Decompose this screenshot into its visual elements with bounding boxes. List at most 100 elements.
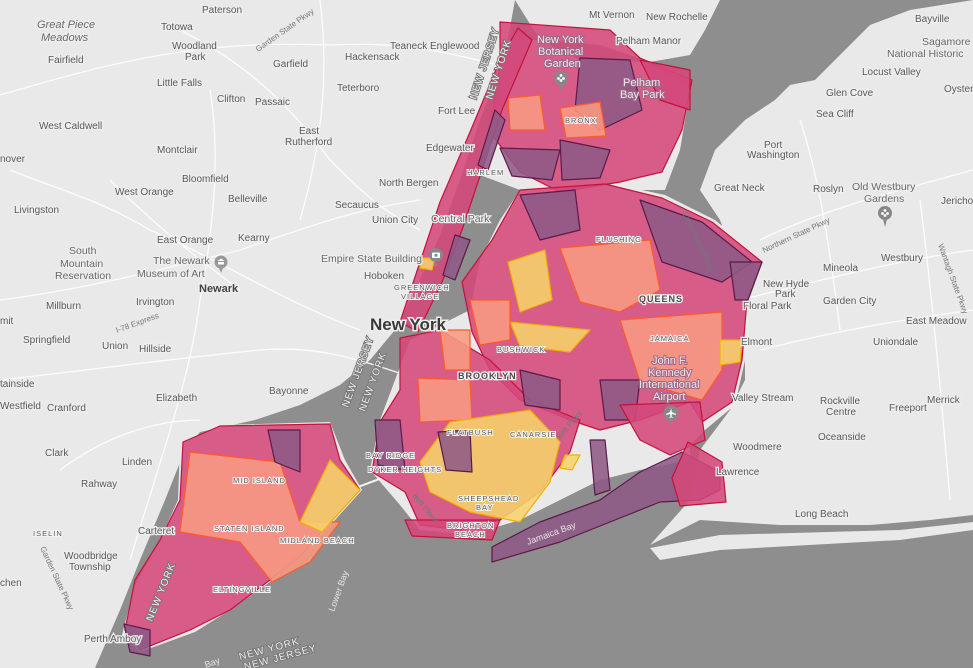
camera-icon[interactable]: [429, 248, 443, 266]
choropleth-layer: [123, 21, 763, 657]
district-brooklyn-east[interactable]: [519, 369, 561, 411]
district-queens-yellow-2[interactable]: [509, 321, 591, 353]
label-westbury: Westbury: [881, 253, 923, 264]
label-garfield: Garfield: [273, 59, 308, 70]
label-iselin: ISELIN: [33, 529, 63, 538]
label-elizabeth: Elizabeth: [156, 393, 197, 404]
label-jfk-airport-4: Airport: [653, 391, 685, 403]
label-hoboken: Hoboken: [364, 271, 404, 282]
label-central-park: Central Park: [431, 213, 490, 225]
label-bronx: BRONX: [565, 116, 597, 125]
label-union-city: Union City: [372, 215, 418, 226]
label-roslyn: Roslyn: [813, 184, 844, 195]
label-botanical-garden-2: Botanical: [538, 46, 583, 58]
land-new-jersey: [0, 0, 515, 668]
label-lawrence: Lawrence: [716, 467, 760, 478]
label-jfk-airport: John F.: [652, 355, 687, 367]
museum-icon[interactable]: [214, 255, 228, 274]
district-bronx-central[interactable]: [559, 101, 607, 139]
label-old-westbury-gardens: Old Westbury: [852, 181, 916, 193]
district-queens-flushing[interactable]: [559, 239, 661, 313]
label-sheepshead-bay-2: BAY: [476, 503, 493, 512]
district-manhattan-midtown[interactable]: [442, 234, 471, 281]
label-empire-state-building: Empire State Building: [321, 253, 422, 265]
label-carteret: Carteret: [138, 526, 174, 537]
label-botanical-garden-3: Garden: [544, 58, 581, 70]
label-fort-lee: Fort Lee: [438, 106, 476, 117]
district-far-rockaway[interactable]: [671, 441, 727, 507]
label-rockville-centre-2: Centre: [826, 407, 856, 418]
label-canarsie: CANARSIE: [510, 430, 556, 439]
label-livingston: Livingston: [14, 205, 59, 216]
label-garden-city: Garden City: [823, 296, 876, 307]
label-eltingville: ELTINGVILLE: [213, 585, 271, 594]
district-bergen-beach[interactable]: [559, 454, 581, 471]
label-brighton-beach: BRIGHTON: [447, 521, 494, 530]
label-hillside: Hillside: [139, 344, 172, 355]
label-woodbridge: Woodbridge: [64, 551, 118, 562]
district-queens-astoria[interactable]: [519, 189, 581, 241]
flower-pin-icon[interactable]: [554, 71, 568, 92]
label-jfk-airport-2: Kennedy: [648, 367, 692, 379]
district-jamaica-bay-islands[interactable]: [589, 439, 611, 496]
label-teaneck: Teaneck: [390, 41, 428, 52]
label-montclair: Montclair: [157, 145, 198, 156]
district-brooklyn-purple[interactable]: [437, 429, 473, 473]
label-union: Union: [102, 341, 128, 352]
label-bushwick: BUSHWICK: [497, 345, 545, 354]
label-glen-cove: Glen Cove: [826, 88, 874, 99]
district-queens-yellow-east[interactable]: [719, 339, 743, 366]
district-si-east[interactable]: [299, 459, 361, 533]
district-si-tip[interactable]: [123, 623, 151, 657]
label-bay-ridge: BAY RIDGE: [366, 451, 415, 460]
label-englewood: Englewood: [430, 41, 479, 52]
label-westfield: Westfield: [0, 401, 41, 412]
label-great-neck: Great Neck: [714, 183, 766, 194]
flower-pin-icon[interactable]: [878, 206, 892, 227]
label-jfk-airport-3: International: [639, 379, 700, 391]
label-port-washington: Port: [764, 140, 783, 151]
district-manhattan-uptown[interactable]: [477, 109, 506, 171]
label-queens: QUEENS: [639, 294, 683, 304]
label-sheepshead-bay: SHEEPSHEAD: [458, 494, 519, 503]
label-brighton-beach-2: BEACH: [455, 530, 486, 539]
label-dyker-heights: DYKER HEIGHTS: [368, 465, 442, 474]
label-brooklyn: BROOKLYN: [458, 371, 517, 381]
label-newark-museum-2: Museum of Art: [137, 268, 205, 280]
district-queens-jamaica[interactable]: [619, 311, 723, 401]
label-newark: Newark: [199, 283, 239, 295]
label-secaucus: Secaucus: [335, 200, 379, 211]
district-bronx-east[interactable]: [639, 59, 691, 111]
label-fairfield: Fairfield: [48, 55, 84, 66]
label-cranford: Cranford: [47, 403, 86, 414]
district-bronx-southeast[interactable]: [559, 139, 611, 181]
district-coney-island[interactable]: [404, 519, 501, 541]
district-bronx-west[interactable]: [507, 94, 546, 131]
label-greenwich-village-2: VILLAGE: [401, 292, 439, 301]
district-brooklyn-salmon-ne[interactable]: [439, 329, 471, 371]
airport-pin-icon[interactable]: [663, 405, 679, 428]
label-south-mountain: South: [69, 245, 97, 257]
label-new-york-city: New York: [370, 315, 446, 334]
district-bronx-south[interactable]: [499, 147, 561, 181]
label-millburn: Millburn: [46, 301, 81, 312]
district-brooklyn-bayridge[interactable]: [374, 419, 406, 471]
label-edison: chen: [0, 578, 22, 589]
district-si-mid[interactable]: [179, 451, 341, 583]
label-woodland-park-2: Park: [185, 52, 207, 63]
label-kearny: Kearny: [238, 233, 270, 244]
label-south-mountain-2: Mountain: [60, 258, 103, 270]
district-queens-salmon-west[interactable]: [469, 299, 511, 346]
district-queens-east[interactable]: [729, 261, 763, 301]
label-rahway: Rahway: [81, 479, 117, 490]
label-west-caldwell: West Caldwell: [39, 121, 102, 132]
label-new-rochelle: New Rochelle: [646, 12, 708, 23]
district-queens-yellow-1[interactable]: [507, 249, 553, 313]
label-clifton: Clifton: [217, 94, 245, 105]
district-si-north[interactable]: [267, 429, 301, 473]
label-floral-park: Floral Park: [743, 301, 792, 312]
land-long-island: [650, 0, 973, 545]
district-brooklyn-downtown[interactable]: [417, 377, 473, 423]
